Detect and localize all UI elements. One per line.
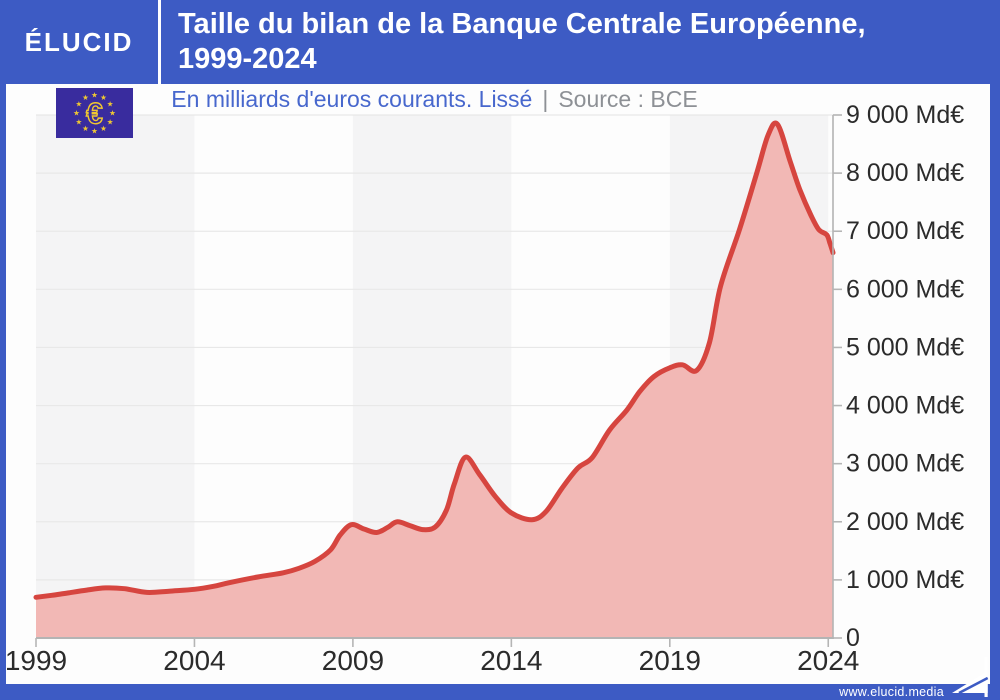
elucid-logo-text: ÉLUCID (24, 26, 134, 57)
y-axis-label: 9 000 Md€ (846, 101, 964, 129)
subtitle-units: En milliards d'euros courants. Lissé (171, 86, 533, 112)
x-axis-label: 2009 (322, 645, 384, 676)
x-axis-label: 2004 (163, 645, 225, 676)
eu-flag-star: ★ (107, 118, 114, 127)
eu-flag-field (56, 88, 133, 138)
eu-flag-euro-symbol: € (86, 98, 103, 131)
x-axis-label: 2019 (639, 645, 701, 676)
area-fill (36, 122, 833, 638)
chart-subtitle: En milliards d'euros courants. Lissé | Sou… (36, 86, 833, 114)
header-bar: ÉLUCID Taille du bilan de la Banque Cent… (0, 0, 1000, 84)
chart-title-line2: 1999-2024 (178, 43, 317, 75)
chart-title: Taille du bilan de la Banque Centrale Eu… (161, 0, 1000, 84)
y-axis-label: 6 000 Md€ (846, 275, 964, 303)
frame-border-left (0, 84, 6, 700)
footer-bar: www.elucid.media (0, 684, 1000, 700)
eu-flag-star: ★ (82, 124, 89, 133)
elucid-logo: ÉLUCID (0, 0, 161, 84)
x-axis-label: 2024 (797, 645, 859, 676)
eu-flag-star: ★ (76, 118, 83, 127)
elucid-flag-icon (952, 657, 989, 697)
eu-flag-star: ★ (91, 127, 98, 136)
eu-flag-star: ★ (76, 100, 83, 109)
y-axis-label: 7 000 Md€ (846, 217, 964, 245)
subtitle-source: Source : BCE (558, 86, 698, 112)
frame-border-right (990, 84, 1000, 700)
y-axis-label: 5 000 Md€ (846, 333, 964, 361)
eu-flag-star: ★ (100, 93, 107, 102)
footer-url[interactable]: www.elucid.media (839, 685, 944, 699)
y-axis-label: 0 (846, 624, 860, 652)
y-axis-label: 3 000 Md€ (846, 450, 964, 478)
eu-flag-star: ★ (91, 91, 98, 100)
y-axis-label: 4 000 Md€ (846, 392, 964, 420)
background-band (36, 115, 195, 638)
y-axis-label: 2 000 Md€ (846, 508, 964, 536)
y-axis-label: 1 000 Md€ (846, 566, 964, 594)
y-axis-label: 8 000 Md€ (846, 159, 964, 187)
x-axis-label: 2014 (480, 645, 542, 676)
eu-flag-star: ★ (73, 109, 80, 118)
eu-flag-star: ★ (107, 100, 114, 109)
eu-flag-stars: ★ ★★★★★★★★★★★ (73, 91, 116, 136)
x-axis-label: 1999 (5, 645, 67, 676)
chart-title-line1: Taille du bilan de la Banque Centrale Eu… (178, 8, 866, 40)
eu-flag-star: ★ (100, 124, 107, 133)
subtitle-separator: | (542, 86, 549, 112)
eu-flag-star: ★ (82, 93, 89, 102)
eu-flag-star: ★ (109, 109, 116, 118)
data-line (33, 120, 836, 600)
flag-fold-line (958, 676, 989, 695)
eu-flag-icon: ★ ★★★★★★★★★★★ € (56, 88, 133, 138)
